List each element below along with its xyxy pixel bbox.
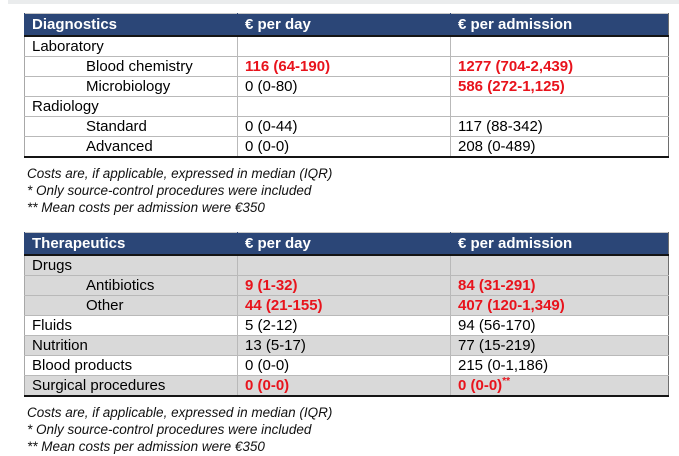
therapeutics-table: Therapeutics € per day € per admission D… <box>24 232 669 397</box>
row-label: Antibiotics <box>24 275 238 296</box>
table-header-row: Diagnostics € per day € per admission <box>24 13 669 37</box>
table-row: Standard 0 (0-44) 117 (88-342) <box>24 116 669 137</box>
table-title: Therapeutics <box>24 232 238 256</box>
footnote-mean-costs: ** Mean costs per admission were €350 <box>27 439 265 454</box>
table-row: Fluids 5 (2-12) 94 (56-170) <box>24 315 669 336</box>
per-day-value: 0 (0-44) <box>237 116 451 137</box>
diagnostics-table-block: Diagnostics € per day € per admission La… <box>24 13 669 158</box>
per-day-value: 5 (2-12) <box>237 315 451 336</box>
diagnostics-table: Diagnostics € per day € per admission La… <box>24 13 669 158</box>
top-edge-strip <box>8 0 679 4</box>
per-admission-value: 0 (0-0)** <box>450 375 669 396</box>
per-day-value: 9 (1-32) <box>237 275 451 296</box>
row-label: Drugs <box>24 254 238 276</box>
per-day-value: 0 (0-0) <box>237 355 451 376</box>
table-row: Blood products 0 (0-0) 215 (0-1,186) <box>24 355 669 376</box>
table-row: Other 44 (21-155) 407 (120-1,349) <box>24 295 669 316</box>
footnote-source-control: * Only source-control procedures were in… <box>27 183 312 198</box>
table-header-row: Therapeutics € per day € per admission <box>24 232 669 256</box>
per-day-value <box>237 35 451 57</box>
table-row: Microbiology 0 (0-80) 586 (272-1,125) <box>24 76 669 97</box>
footnote-median-iqr: Costs are, if applicable, expressed in m… <box>27 405 333 420</box>
table-row: Laboratory <box>24 35 669 57</box>
row-label: Blood chemistry <box>24 56 238 77</box>
per-admission-value: 407 (120-1,349) <box>450 295 669 316</box>
row-label: Microbiology <box>24 76 238 97</box>
row-label: Laboratory <box>24 35 238 57</box>
per-admission-value: 77 (15-219) <box>450 335 669 356</box>
per-day-value: 13 (5-17) <box>237 335 451 356</box>
per-admission-value <box>450 96 669 117</box>
table-row: Advanced 0 (0-0) 208 (0-489) <box>24 136 669 157</box>
footnote-marker: ** <box>502 376 510 387</box>
table-row: Nutrition 13 (5-17) 77 (15-219) <box>24 335 669 356</box>
footnote-median-iqr: Costs are, if applicable, expressed in m… <box>27 166 333 181</box>
per-day-value: 0 (0-0) <box>237 136 451 157</box>
per-day-value: 116 (64-190) <box>237 56 451 77</box>
row-label: Blood products <box>24 355 238 376</box>
row-label: Fluids <box>24 315 238 336</box>
per-day-value: 0 (0-80) <box>237 76 451 97</box>
per-admission-value: 1277 (704-2,439) <box>450 56 669 77</box>
footnote-source-control: * Only source-control procedures were in… <box>27 422 312 437</box>
row-label: Radiology <box>24 96 238 117</box>
table-row: Drugs <box>24 254 669 276</box>
per-day-value <box>237 254 451 276</box>
per-admission-value: 215 (0-1,186) <box>450 355 669 376</box>
per-admission-value <box>450 254 669 276</box>
row-label: Nutrition <box>24 335 238 356</box>
column-header-per-admission: € per admission <box>450 13 669 37</box>
per-admission-value: 208 (0-489) <box>450 136 669 157</box>
per-day-value: 44 (21-155) <box>237 295 451 316</box>
row-label: Other <box>24 295 238 316</box>
column-header-per-day: € per day <box>237 13 451 37</box>
column-header-per-day: € per day <box>237 232 451 256</box>
row-label: Surgical procedures <box>24 375 238 396</box>
table-title: Diagnostics <box>24 13 238 37</box>
diagnostics-footnotes: Costs are, if applicable, expressed in m… <box>27 165 647 216</box>
column-header-per-admission: € per admission <box>450 232 669 256</box>
per-admission-value: 94 (56-170) <box>450 315 669 336</box>
row-label: Standard <box>24 116 238 137</box>
per-admission-value: 117 (88-342) <box>450 116 669 137</box>
table-row: Antibiotics 9 (1-32) 84 (31-291) <box>24 275 669 296</box>
per-admission-value <box>450 35 669 57</box>
therapeutics-footnotes: Costs are, if applicable, expressed in m… <box>27 404 647 455</box>
per-day-value <box>237 96 451 117</box>
therapeutics-table-block: Therapeutics € per day € per admission D… <box>24 232 669 397</box>
table-row: Surgical procedures 0 (0-0) 0 (0-0)** <box>24 375 669 396</box>
per-admission-value: 586 (272-1,125) <box>450 76 669 97</box>
per-day-value: 0 (0-0) <box>237 375 451 396</box>
row-label: Advanced <box>24 136 238 157</box>
table-row: Radiology <box>24 96 669 117</box>
table-row: Blood chemistry 116 (64-190) 1277 (704-2,4… <box>24 56 669 77</box>
per-admission-value: 84 (31-291) <box>450 275 669 296</box>
footnote-mean-costs: ** Mean costs per admission were €350 <box>27 200 265 215</box>
